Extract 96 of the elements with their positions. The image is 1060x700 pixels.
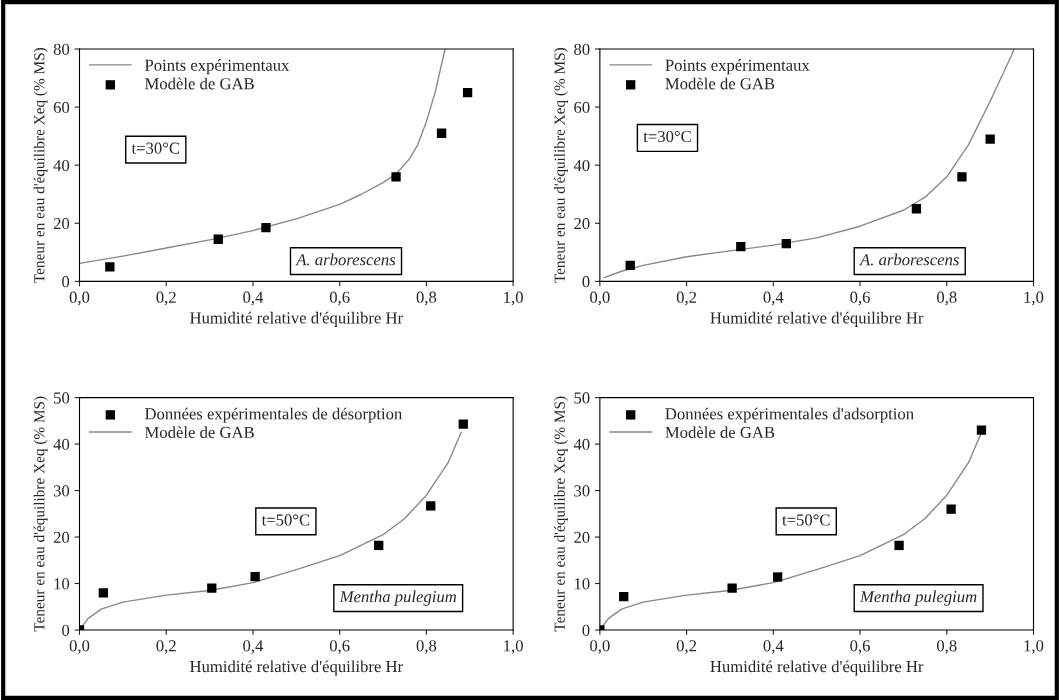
x-axis-title: Humidité relative d'équilibre Hr <box>190 660 403 676</box>
x-tick-label: 0,6 <box>850 291 870 306</box>
x-tick-label: 0,4 <box>243 640 264 654</box>
y-tick-label: 0 <box>62 276 70 288</box>
x-tick-label: 0,8 <box>416 640 437 654</box>
legend-label: Modèle de GAB <box>144 426 254 438</box>
annotation: t=50°C <box>261 514 310 526</box>
y-axis-title: Teneur en eau d'équilibre Xeq (% MS) <box>554 396 568 632</box>
annotation: Mentha pulegium <box>859 590 977 606</box>
y-tick-label: 40 <box>53 438 70 451</box>
line-series <box>603 49 1015 279</box>
point <box>426 501 436 511</box>
point <box>261 223 271 233</box>
y-tick-label: 40 <box>573 438 590 451</box>
point <box>976 425 987 435</box>
point <box>727 583 737 593</box>
legend-label: Modèle de GAB <box>665 77 775 90</box>
point <box>458 419 468 429</box>
annotation: A. arborescens <box>295 253 396 266</box>
x-tick-label: 0,0 <box>590 640 610 654</box>
point <box>985 134 995 144</box>
point <box>894 540 904 551</box>
legend-label: Points expérimentaux <box>665 59 810 75</box>
point <box>462 87 473 98</box>
x-tick-label: 0,8 <box>416 291 437 306</box>
x-tick-label: 0,0 <box>69 291 90 306</box>
y-axis-title: Teneur en eau d'équilibre Xeq (% MS) <box>554 47 568 283</box>
y-tick-label: 20 <box>53 218 70 230</box>
y-tick-label: 50 <box>574 392 590 404</box>
y-tick-label: 20 <box>53 531 70 543</box>
point <box>250 571 260 582</box>
point <box>781 238 791 249</box>
y-tick-label: 0 <box>62 624 70 636</box>
y-tick-label: 0 <box>582 276 590 288</box>
x-tick-label: 0,2 <box>676 640 697 654</box>
point <box>207 583 217 593</box>
x-tick-label: 0,8 <box>936 640 957 654</box>
x-tick-label: 1,0 <box>504 291 523 306</box>
y-tick-label: 50 <box>54 392 70 404</box>
legend-label: Données expérimentales d'adsorption <box>665 407 914 423</box>
x-tick-label: 0,6 <box>329 640 350 654</box>
y-tick-label: 80 <box>574 43 590 55</box>
point <box>98 588 109 598</box>
point <box>736 241 746 252</box>
point <box>391 172 401 182</box>
legend-label: Modèle de GAB <box>144 77 254 90</box>
point <box>105 262 115 272</box>
point <box>946 504 956 514</box>
point <box>773 572 783 582</box>
y-tick-label: 80 <box>53 43 70 55</box>
x-tick-label: 0,0 <box>69 640 90 654</box>
x-tick-label: 0,2 <box>676 291 697 306</box>
x-tick-label: 0,4 <box>763 640 784 654</box>
line-series <box>79 49 446 265</box>
legend-label: Points expérimentaux <box>144 59 290 75</box>
x-tick-label: 1,0 <box>1024 291 1044 306</box>
y-tick-label: 40 <box>53 159 70 172</box>
x-tick-label: 0,2 <box>156 291 176 306</box>
x-tick-label: 0,2 <box>156 640 176 654</box>
point <box>436 128 447 138</box>
y-tick-label: 10 <box>54 578 70 590</box>
x-axis-title: Humidité relative d'équilibre Hr <box>710 311 924 327</box>
point <box>957 172 967 182</box>
y-tick-label: 30 <box>574 485 590 497</box>
x-tick-label: 0,8 <box>936 291 957 306</box>
y-axis-title: Teneur en eau d'équilibre Xeq (% MS) <box>33 396 48 632</box>
y-axis-title: Teneur en eau d'équilibre Xeq (% MS) <box>33 47 48 283</box>
x-axis-title: Humidité relative d'équilibre Hr <box>710 660 924 676</box>
y-tick-label: 60 <box>53 101 70 114</box>
y-tick-label: 10 <box>574 578 590 590</box>
annotation: Mentha pulegium <box>339 590 457 606</box>
x-tick-label: 0,0 <box>590 291 610 306</box>
annotation: A. arborescens <box>859 253 959 266</box>
x-tick-label: 1,0 <box>504 640 523 654</box>
x-tick-label: 0,4 <box>763 291 784 306</box>
x-tick-label: 0,6 <box>850 640 870 654</box>
x-tick-label: 0,4 <box>243 291 264 306</box>
y-tick-label: 20 <box>574 218 590 230</box>
point <box>619 591 629 602</box>
legend-label: Modèle de GAB <box>665 426 775 438</box>
x-tick-label: 1,0 <box>1024 640 1044 654</box>
legend-label: Données expérimentales de désorption <box>144 407 403 423</box>
y-tick-label: 20 <box>574 531 590 543</box>
point <box>213 234 223 244</box>
x-axis-title: Humidité relative d'équilibre Hr <box>190 311 403 327</box>
point <box>625 260 635 271</box>
point <box>374 540 384 551</box>
y-tick-label: 60 <box>574 101 590 114</box>
point <box>911 204 922 214</box>
annotation: t=30°C <box>643 130 691 143</box>
y-tick-label: 30 <box>53 485 70 497</box>
x-tick-label: 0,6 <box>329 291 350 306</box>
y-tick-label: 0 <box>582 624 590 636</box>
y-tick-label: 40 <box>573 159 590 172</box>
annotation: t=30°C <box>131 142 180 154</box>
annotation: t=50°C <box>782 514 830 526</box>
